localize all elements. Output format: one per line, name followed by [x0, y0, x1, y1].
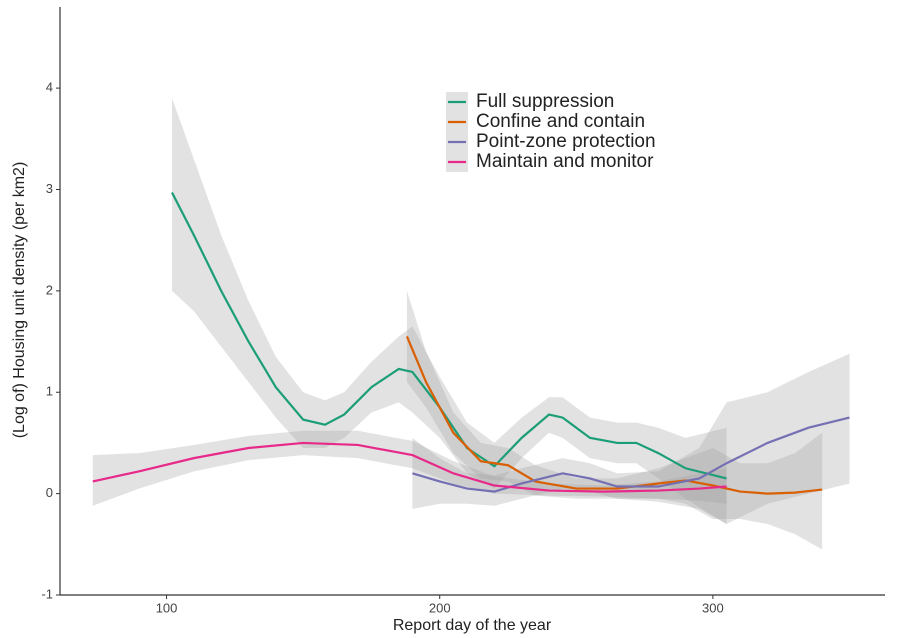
confidence-band	[412, 353, 850, 525]
x-tick-label: 300	[702, 600, 724, 615]
y-tick-label: 2	[46, 282, 53, 297]
series-line	[412, 416, 850, 493]
confidence-band	[172, 98, 727, 525]
y-tick-label: 0	[46, 485, 53, 500]
y-tick-label: 4	[46, 80, 53, 95]
y-axis-title: (Log of) Housing unit density (per km2)	[11, 162, 28, 439]
y-tick-label: -1	[41, 586, 53, 601]
x-tick-label: 100	[156, 600, 178, 615]
legend-label: Point-zone protection	[476, 131, 656, 152]
y-tick-label: 3	[46, 181, 53, 196]
series-line	[405, 336, 823, 495]
x-axis-title: Report day of the year	[393, 617, 552, 634]
bands	[92, 98, 850, 550]
series-line	[92, 441, 727, 493]
x-tick-label: 200	[429, 600, 451, 615]
confidence-band	[406, 290, 823, 550]
legend-label: Full suppression	[476, 91, 614, 112]
y-tick-label: 1	[46, 384, 53, 399]
lines	[92, 192, 850, 495]
legend-label: Maintain and monitor	[476, 151, 654, 172]
legend-label: Confine and contain	[476, 111, 645, 132]
